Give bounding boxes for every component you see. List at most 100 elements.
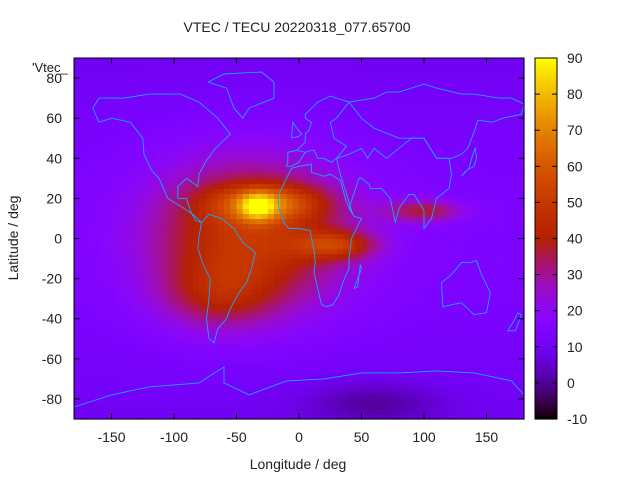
heatmap-cell <box>74 398 81 405</box>
heatmap-cell <box>155 358 163 365</box>
heatmap-cell <box>80 328 88 335</box>
heatmap-cell <box>305 408 313 415</box>
heatmap-cell <box>155 268 163 275</box>
heatmap-cell <box>486 233 494 240</box>
heatmap-cell <box>392 383 400 390</box>
heatmap-cell <box>480 223 488 230</box>
heatmap-cell <box>367 98 375 104</box>
heatmap-cell <box>86 173 94 179</box>
heatmap-cell <box>180 108 188 114</box>
heatmap-cell <box>386 288 394 295</box>
heatmap-cell <box>467 258 475 265</box>
heatmap-cell <box>142 388 150 395</box>
heatmap-cell <box>217 343 225 350</box>
heatmap-cell <box>211 153 219 159</box>
heatmap-cell <box>299 138 306 144</box>
heatmap-cell <box>199 373 206 380</box>
heatmap-cell <box>92 153 100 159</box>
heatmap-cell <box>436 148 444 154</box>
heatmap-cell <box>86 353 94 360</box>
heatmap-cell <box>142 413 150 420</box>
heatmap-cell <box>80 133 88 139</box>
heatmap-cell <box>92 268 100 275</box>
heatmap-cell <box>424 168 431 174</box>
heatmap-cell <box>292 403 300 410</box>
heatmap-cell <box>99 108 106 114</box>
heatmap-cell <box>242 173 250 179</box>
heatmap-cell <box>430 323 438 330</box>
heatmap-cell <box>155 123 163 129</box>
heatmap-cell <box>430 243 438 250</box>
heatmap-cell <box>167 173 175 179</box>
heatmap-cell <box>155 248 163 255</box>
heatmap-cell <box>117 368 125 375</box>
heatmap-cell <box>436 173 444 179</box>
heatmap-cell <box>480 168 488 174</box>
heatmap-cell <box>417 338 425 345</box>
heatmap-cell <box>186 213 194 220</box>
heatmap-cell <box>405 93 413 99</box>
heatmap-cell <box>167 188 175 194</box>
heatmap-cell <box>374 168 381 174</box>
heatmap-cell <box>517 223 525 230</box>
heatmap-cell <box>324 368 331 375</box>
heatmap-cell <box>99 368 106 375</box>
heatmap-cell <box>305 288 313 295</box>
heatmap-cell <box>417 253 425 260</box>
heatmap-cell <box>286 343 294 350</box>
heatmap-cell <box>399 388 406 395</box>
heatmap-cell <box>155 83 163 89</box>
heatmap-cell <box>361 158 369 164</box>
heatmap-cell <box>205 158 213 164</box>
heatmap-cell <box>355 173 363 179</box>
heatmap-cell <box>124 158 131 164</box>
heatmap-cell <box>255 258 263 265</box>
heatmap-cell <box>267 413 275 420</box>
heatmap-cell <box>117 68 125 74</box>
heatmap-cell <box>111 88 119 94</box>
heatmap-cell <box>505 283 513 290</box>
heatmap-cell <box>355 233 363 240</box>
heatmap-cell <box>361 408 369 415</box>
heatmap-cell <box>367 88 375 94</box>
heatmap-cell <box>486 258 494 265</box>
heatmap-cell <box>392 378 400 385</box>
heatmap-cell <box>274 413 281 420</box>
heatmap-cell <box>92 338 100 345</box>
heatmap-cell <box>205 358 213 365</box>
heatmap-cell <box>417 248 425 255</box>
heatmap-cell <box>205 103 213 109</box>
heatmap-cell <box>142 218 150 225</box>
heatmap-cell <box>424 228 431 235</box>
heatmap-cell <box>167 398 175 405</box>
heatmap-cell <box>330 363 338 370</box>
heatmap-cell <box>180 303 188 310</box>
heatmap-cell <box>130 293 138 300</box>
heatmap-cell <box>367 208 375 215</box>
heatmap-cell <box>274 378 281 385</box>
heatmap-cell <box>117 153 125 159</box>
heatmap-cell <box>499 118 506 124</box>
heatmap-cell <box>380 313 388 320</box>
heatmap-cell <box>492 93 500 99</box>
heatmap-cell <box>436 298 444 305</box>
heatmap-cell <box>411 218 419 225</box>
heatmap-cell <box>336 353 344 360</box>
heatmap-cell <box>249 378 256 385</box>
heatmap-cell <box>424 83 431 89</box>
heatmap-cell <box>211 88 219 94</box>
heatmap-cell <box>199 73 206 79</box>
heatmap-cell <box>480 193 488 199</box>
heatmap-cell <box>367 393 375 400</box>
heatmap-cell <box>330 353 338 360</box>
heatmap-cell <box>149 368 156 375</box>
heatmap-cell <box>411 123 419 129</box>
heatmap-cell <box>124 258 131 265</box>
heatmap-cell <box>211 73 219 79</box>
heatmap-cell <box>392 138 400 144</box>
heatmap-cell <box>174 373 181 380</box>
heatmap-cell <box>161 268 169 275</box>
heatmap-cell <box>74 183 81 189</box>
heatmap-cell <box>224 253 231 260</box>
heatmap-cell <box>330 143 338 149</box>
